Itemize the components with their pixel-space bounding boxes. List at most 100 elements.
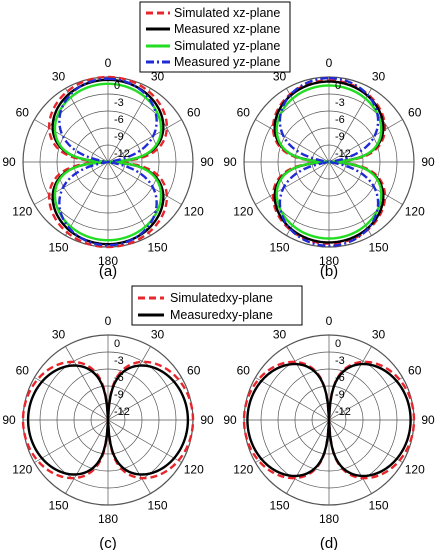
series-line-1 <box>51 78 165 246</box>
legend-top-box <box>139 1 291 73</box>
polar-panel-a: 0 -3 -6 -9 -12 0 30 30 60 60 90 90 120 120 150 150 180 <box>2 56 214 268</box>
angle-tick-label: 90 <box>2 155 16 169</box>
polar-panel-d: 0 -3 -6 -9 -12 0 30 30 60 60 90 90 120 120 150 150 180 <box>223 314 435 526</box>
grid-spoke <box>107 419 182 463</box>
radial-tick-label: -12 <box>114 148 130 160</box>
grid-spoke <box>107 377 182 421</box>
grid-spoke <box>328 419 403 463</box>
series-line-1 <box>246 362 412 478</box>
grid-spoke <box>255 419 330 463</box>
grid-spoke <box>328 88 372 163</box>
grid-spoke <box>34 119 109 163</box>
angle-tick-label: 120 <box>12 463 32 477</box>
grid-spoke <box>286 161 330 236</box>
series-line-3 <box>278 76 380 248</box>
radial-tick-label: -6 <box>114 114 124 126</box>
legend-bottom-box <box>131 285 303 326</box>
angle-tick-label: 60 <box>16 106 30 120</box>
series-line-1 <box>273 80 385 244</box>
legend-top: Simulated xz-plane Measured xz-plane Sim… <box>139 1 291 73</box>
legend-top-entry: Simulated xz-plane <box>146 6 280 20</box>
angle-tick-label: 120 <box>184 205 204 219</box>
series-line-3 <box>58 77 158 247</box>
grid-spoke <box>65 161 109 236</box>
grid-spoke <box>107 346 151 421</box>
grid-spoke <box>107 119 182 163</box>
angle-tick-label: 120 <box>405 205 425 219</box>
radial-tick-label: -3 <box>335 97 345 109</box>
panel-label-b: (b) <box>320 263 338 280</box>
angle-tick-label: 90 <box>223 155 237 169</box>
legend-top-label-2: Simulated yz-plane <box>174 39 280 53</box>
grid-spoke <box>286 88 330 163</box>
angle-tick-label: 90 <box>200 155 214 169</box>
angle-tick-label: 120 <box>233 205 253 219</box>
legend-top-entry: Simulated yz-plane <box>146 39 280 53</box>
grid-spoke <box>328 161 403 205</box>
angle-tick-label: 90 <box>421 155 435 169</box>
angle-tick-label: 30 <box>372 69 386 83</box>
angle-tick-label: 150 <box>368 241 388 255</box>
angle-tick-label: 30 <box>372 327 386 341</box>
grid-spoke <box>107 419 151 494</box>
legend-bottom-entry: Simulatedxy-plane <box>138 291 273 305</box>
angle-tick-label: 150 <box>48 241 68 255</box>
radial-tick-label: 0 <box>114 338 120 350</box>
angle-tick-label: 30 <box>52 69 66 83</box>
angle-tick-label: 120 <box>233 463 253 477</box>
angle-tick-label: 30 <box>151 69 165 83</box>
angle-tick-label: 60 <box>408 106 422 120</box>
angle-tick-label: 60 <box>187 364 201 378</box>
legend-bottom: Simulatedxy-plane Measuredxy-plane <box>131 285 303 326</box>
polar-panel-c: 0 -3 -6 -9 -12 0 30 30 60 60 90 90 120 120 150 150 180 <box>2 314 214 526</box>
radial-tick-label: -9 <box>335 131 345 143</box>
angle-tick-label: 30 <box>273 69 287 83</box>
radial-tick-label: 0 <box>114 80 120 92</box>
angle-tick-label: 90 <box>223 413 237 427</box>
angle-tick-label: 60 <box>237 364 251 378</box>
grid-spoke <box>107 88 151 163</box>
grid-spoke <box>328 346 372 421</box>
radial-tick-label: 0 <box>335 338 341 350</box>
angle-tick-label: 30 <box>151 327 165 341</box>
grid-spoke <box>107 161 151 236</box>
legend-bottom-label-0: Simulatedxy-plane <box>170 291 273 305</box>
radial-tick-label: -9 <box>335 389 345 401</box>
series-line-2 <box>275 84 383 240</box>
grid-spoke <box>65 88 109 163</box>
angle-tick-label: 150 <box>147 241 167 255</box>
angle-tick-label: 0 <box>326 314 333 328</box>
radial-tick-label: -3 <box>114 355 124 367</box>
polar-panel-b: 0 -3 -6 -9 -12 0 30 30 60 60 90 90 120 120 150 150 180 <box>223 56 435 268</box>
radial-tick-label: -9 <box>114 389 124 401</box>
angle-tick-label: 30 <box>273 327 287 341</box>
panel-label-d: (d) <box>320 535 338 550</box>
radial-tick-label: -6 <box>335 114 345 126</box>
radial-tick-label: -6 <box>335 372 345 384</box>
radial-tick-label: -12 <box>114 406 130 418</box>
legend-bottom-entry: Measuredxy-plane <box>138 308 273 322</box>
angle-tick-label: 120 <box>184 463 204 477</box>
angle-tick-label: 90 <box>421 413 435 427</box>
grid-spoke <box>34 161 109 205</box>
grid-spoke <box>328 419 372 494</box>
grid-spoke <box>286 346 330 421</box>
legend-bottom-label-1: Measuredxy-plane <box>170 308 273 322</box>
angle-tick-label: 60 <box>16 364 30 378</box>
angle-tick-label: 150 <box>269 499 289 513</box>
radial-tick-label: -6 <box>114 372 124 384</box>
grid-spoke <box>286 419 330 494</box>
angle-tick-label: 180 <box>319 512 339 526</box>
radial-tick-label: -12 <box>335 406 351 418</box>
grid-spoke <box>328 119 403 163</box>
grid-spoke <box>328 161 372 236</box>
series-line-2 <box>53 82 163 242</box>
radial-tick-label: -12 <box>335 148 351 160</box>
radial-tick-label: -3 <box>335 355 345 367</box>
grid-spoke <box>255 161 330 205</box>
grid-spoke <box>255 119 330 163</box>
angle-tick-label: 180 <box>98 254 118 268</box>
legend-top-label-3: Measured yz-plane <box>174 55 280 69</box>
panel-label-a: (a) <box>99 263 117 280</box>
